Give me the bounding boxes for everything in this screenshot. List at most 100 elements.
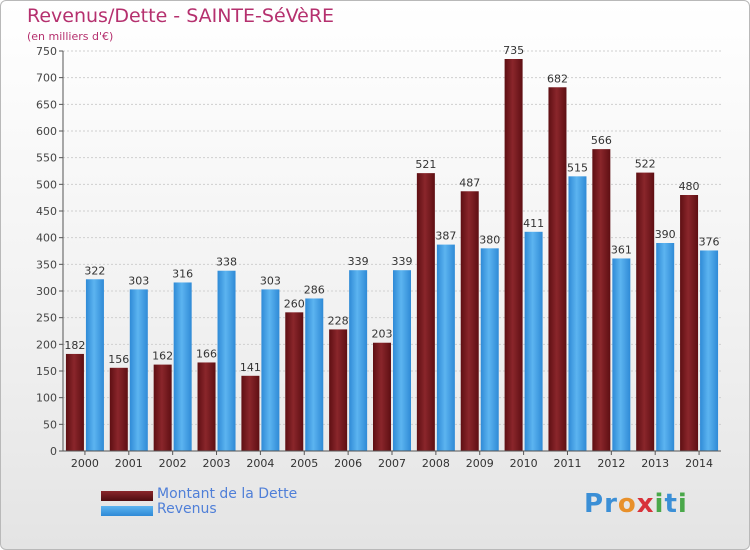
legend-swatch-revenus (101, 506, 153, 516)
data-label-dette: 521 (415, 158, 436, 171)
data-label-revenus: 303 (260, 274, 281, 287)
bar-revenus (436, 244, 455, 451)
bar-dette (109, 367, 128, 451)
bar-revenus (349, 270, 368, 451)
data-label-revenus: 322 (84, 264, 105, 277)
x-tick-label: 2000 (71, 457, 99, 470)
bar-dette (592, 149, 611, 451)
data-label-revenus: 316 (172, 267, 193, 280)
bar-dette (416, 173, 435, 451)
data-label-revenus: 303 (128, 274, 149, 287)
data-labels: 1823221563031623161663381413032602862283… (64, 44, 719, 374)
proxiti-logo: Proxiti (584, 489, 688, 519)
y-tick-label: 450 (36, 205, 57, 218)
data-label-revenus: 339 (392, 255, 413, 268)
y-tick-label: 650 (36, 98, 57, 111)
data-label-dette: 522 (635, 158, 656, 171)
axes (62, 51, 721, 452)
data-label-dette: 735 (503, 44, 524, 57)
data-label-dette: 166 (196, 347, 217, 360)
y-tick-label: 600 (36, 125, 57, 138)
y-tick-label: 700 (36, 72, 57, 85)
y-tick-label: 0 (50, 445, 57, 458)
x-tick-label: 2013 (641, 457, 669, 470)
legend-label-revenus: Revenus (157, 501, 217, 517)
y-tick-label: 350 (36, 258, 57, 271)
y-tick-label: 50 (43, 418, 57, 431)
y-tick-label: 550 (36, 152, 57, 165)
bar-revenus (129, 289, 148, 451)
x-tick-label: 2014 (685, 457, 713, 470)
x-tick-label: 2007 (378, 457, 406, 470)
data-label-dette: 141 (240, 361, 261, 374)
data-label-dette: 480 (679, 180, 700, 193)
data-label-revenus: 515 (567, 161, 588, 174)
x-tick-label: 2009 (466, 457, 494, 470)
logo-letter: o (617, 489, 637, 519)
data-label-revenus: 286 (304, 283, 325, 296)
y-tick-label: 750 (36, 45, 57, 58)
bar-dette (241, 375, 260, 451)
bar-dette (65, 353, 84, 451)
data-label-dette: 228 (328, 314, 349, 327)
data-label-dette: 566 (591, 134, 612, 147)
x-tick-label: 2002 (159, 457, 187, 470)
bar-revenus (305, 298, 324, 451)
chart-title: Revenus/Dette - SAINTE-SéVèRE (27, 5, 335, 27)
bar-revenus (393, 270, 411, 451)
logo-letter: P (584, 489, 605, 519)
data-label-dette: 156 (108, 353, 129, 366)
x-tick-label: 2008 (422, 457, 450, 470)
x-tick-label: 2011 (553, 457, 581, 470)
y-tick-label: 400 (36, 232, 57, 245)
logo-letter: x (636, 489, 655, 519)
bar-revenus (700, 250, 719, 451)
logo-letter: i (654, 489, 665, 519)
bar-revenus (217, 270, 236, 451)
logo-letter: i (677, 489, 688, 519)
data-label-revenus: 361 (611, 243, 632, 256)
data-label-revenus: 338 (216, 256, 237, 269)
bar-dette (373, 342, 391, 451)
data-label-dette: 182 (64, 339, 85, 352)
x-tick-label: 2006 (334, 457, 362, 470)
bar-revenus (568, 176, 587, 452)
bar-revenus (480, 248, 499, 451)
bar-dette (197, 362, 216, 451)
data-label-dette: 260 (284, 297, 305, 310)
data-label-revenus: 390 (655, 228, 676, 241)
y-tick-label: 200 (36, 338, 57, 351)
data-label-revenus: 411 (523, 217, 544, 230)
data-label-revenus: 339 (348, 255, 369, 268)
data-label-dette: 162 (152, 350, 173, 363)
grid-lines (63, 50, 721, 425)
bar-dette (504, 59, 523, 451)
x-tick-label: 2012 (597, 457, 625, 470)
data-label-dette: 203 (372, 328, 393, 341)
y-tick-label: 250 (36, 312, 57, 325)
bar-revenus (612, 258, 631, 451)
chart-subtitle: (en milliers d'€) (27, 30, 114, 43)
bar-revenus (261, 289, 280, 451)
x-tick-label: 2005 (290, 457, 318, 470)
bar-dette (460, 191, 479, 451)
logo-letter: r (604, 489, 618, 519)
bar-dette (153, 364, 172, 451)
data-label-dette: 682 (547, 72, 568, 85)
bars (65, 59, 719, 452)
y-tick-label: 500 (36, 178, 57, 191)
legend-swatch-debt (101, 491, 153, 501)
x-tick-label: 2004 (246, 457, 274, 470)
bar-revenus (85, 279, 104, 451)
bar-dette (636, 172, 655, 451)
y-tick-label: 150 (36, 365, 57, 378)
x-tick-label: 2003 (203, 457, 231, 470)
bar-revenus (173, 282, 192, 451)
bar-dette (329, 329, 348, 451)
legend-label-debt: Montant de la Dette (157, 486, 298, 502)
y-tick-label: 300 (36, 285, 57, 298)
bar-revenus (524, 231, 543, 451)
bar-dette (548, 87, 567, 452)
